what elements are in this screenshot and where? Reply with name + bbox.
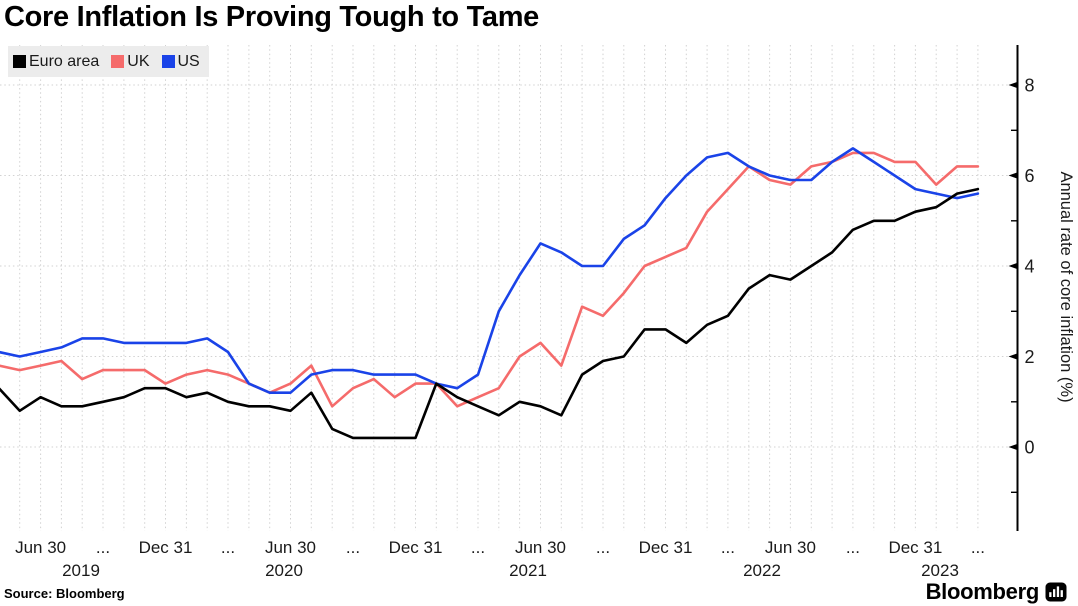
x-axis-tick-label: Dec 31 bbox=[888, 538, 942, 557]
page-title: Core Inflation Is Proving Tough to Tame bbox=[4, 1, 540, 33]
y-axis-tick-label: 0 bbox=[1025, 438, 1035, 458]
x-axis-year-label: 2022 bbox=[743, 561, 781, 580]
y-axis-tick-label: 4 bbox=[1025, 257, 1035, 277]
x-axis-year-label: 2020 bbox=[265, 561, 303, 580]
legend-item-us: US bbox=[161, 52, 200, 71]
y-axis-tick-label: 6 bbox=[1025, 166, 1035, 186]
x-axis-year-label: 2023 bbox=[921, 561, 959, 580]
x-axis-tick-label: Dec 31 bbox=[139, 538, 193, 557]
x-axis-tick-label: ... bbox=[846, 538, 860, 557]
legend-label-uk: UK bbox=[127, 52, 150, 70]
y-axis-major-tick bbox=[1008, 172, 1018, 179]
legend-item-euro-area: Euro area bbox=[13, 53, 99, 71]
bloomberg-bars-icon bbox=[1045, 582, 1067, 602]
series-line-euro-area bbox=[0, 187, 980, 440]
x-axis-year-label: 2021 bbox=[509, 561, 547, 580]
x-axis-tick-label: ... bbox=[471, 538, 485, 557]
x-axis-tick-label: ... bbox=[971, 538, 985, 557]
y-axis-tick-label: 2 bbox=[1025, 347, 1035, 367]
legend-item-uk: UK bbox=[111, 52, 150, 71]
x-axis-tick-label: Jun 30 bbox=[15, 538, 66, 557]
x-axis-tick-label: Jun 30 bbox=[265, 538, 316, 557]
y-axis-major-tick bbox=[1008, 443, 1018, 451]
bloomberg-logo: Bloomberg bbox=[926, 579, 1067, 605]
y-axis-major-tick bbox=[1008, 81, 1018, 89]
legend-label-us: US bbox=[177, 52, 200, 70]
x-axis-tick-label: ... bbox=[346, 538, 360, 557]
legend-label-euro-area: Euro area bbox=[29, 52, 100, 70]
source-credit: Source: Bloomberg bbox=[4, 586, 125, 601]
x-axis-tick-label: ... bbox=[721, 538, 735, 557]
y-axis-major-tick bbox=[1008, 353, 1018, 360]
legend-swatch-uk bbox=[111, 55, 125, 68]
x-axis-tick-label: ... bbox=[596, 538, 610, 557]
legend-swatch-euro-area bbox=[13, 55, 26, 68]
x-axis-tick-label: Jun 30 bbox=[765, 538, 816, 557]
x-axis-tick-label: ... bbox=[221, 538, 235, 557]
bloomberg-wordmark: Bloomberg bbox=[925, 579, 1040, 604]
y-axis-title: Annual rate of core inflation (%) bbox=[1057, 171, 1075, 402]
legend-swatch-us bbox=[161, 55, 175, 68]
y-axis-tick-label: 8 bbox=[1025, 76, 1035, 96]
x-axis-tick-label: ... bbox=[96, 538, 110, 557]
chart-legend: Euro area UK US bbox=[8, 46, 209, 77]
series-line-uk bbox=[0, 151, 980, 408]
x-axis-tick-label: Dec 31 bbox=[389, 538, 443, 557]
x-axis-year-label: 2019 bbox=[62, 561, 100, 580]
x-axis-tick-label: Dec 31 bbox=[639, 538, 693, 557]
series-line-us bbox=[0, 147, 980, 395]
x-axis-tick-label: Jun 30 bbox=[515, 538, 566, 557]
y-axis-major-tick bbox=[1008, 262, 1018, 270]
